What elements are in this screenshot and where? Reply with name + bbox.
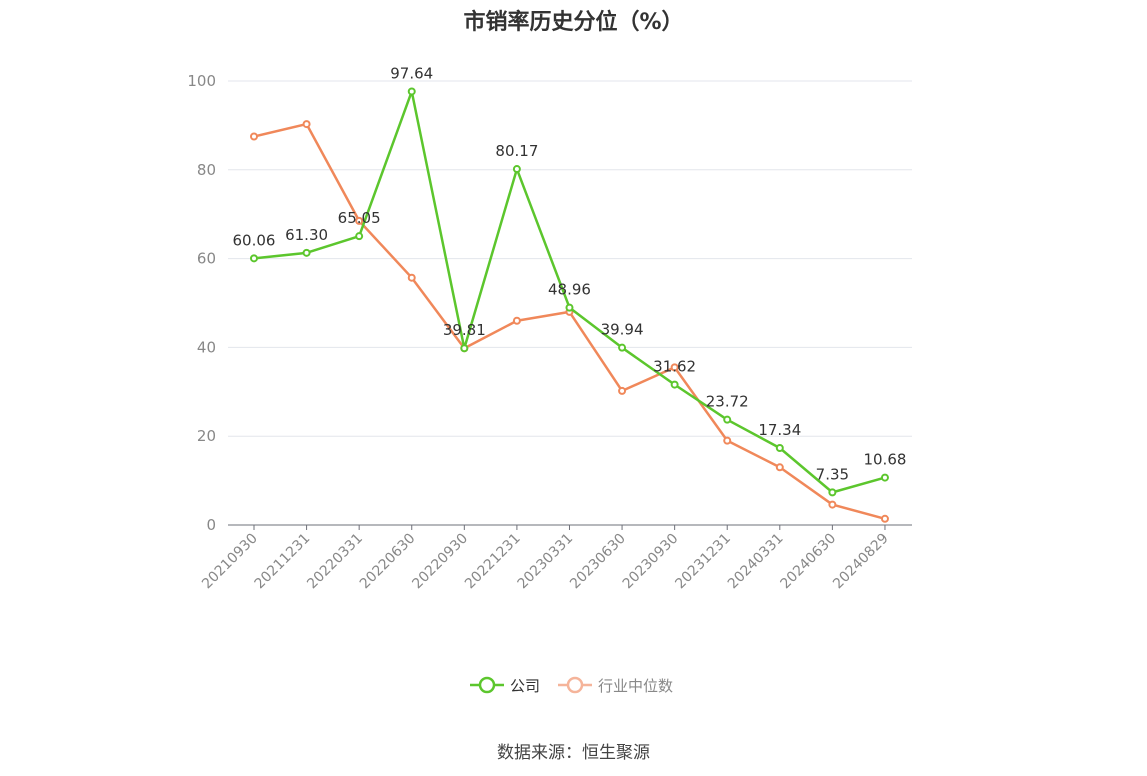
x-tick-label: 20221231 bbox=[462, 531, 524, 593]
x-tick-label: 20211231 bbox=[252, 531, 314, 593]
data-point[interactable] bbox=[250, 254, 258, 263]
data-point[interactable] bbox=[407, 87, 416, 96]
data-point[interactable] bbox=[880, 473, 889, 482]
x-tick-label: 20220331 bbox=[304, 531, 366, 593]
data-point[interactable] bbox=[460, 344, 469, 353]
legend-industry-label: 行业中位数 bbox=[598, 676, 674, 695]
chart-title: 市销率历史分位（%） bbox=[463, 10, 684, 35]
y-tick-label: 60 bbox=[197, 250, 216, 268]
series-line-1 bbox=[253, 122, 886, 520]
data-point[interactable] bbox=[775, 444, 784, 453]
data-label: 23.72 bbox=[706, 393, 749, 411]
data-point[interactable] bbox=[302, 120, 311, 129]
data-label: 97.64 bbox=[390, 64, 433, 82]
data-point[interactable] bbox=[512, 165, 521, 174]
y-tick-label: 40 bbox=[197, 338, 216, 356]
legend-item-industry-median[interactable]: 行业中位数 bbox=[558, 672, 673, 698]
data-label: 61.30 bbox=[285, 226, 328, 244]
data-point[interactable] bbox=[723, 436, 732, 445]
data-label: 39.94 bbox=[601, 321, 644, 339]
x-tick-label: 20210930 bbox=[199, 531, 261, 593]
y-tick-label: 0 bbox=[206, 516, 216, 534]
data-label: 39.81 bbox=[443, 321, 486, 339]
data-point[interactable] bbox=[828, 488, 837, 497]
data-point[interactable] bbox=[828, 500, 837, 509]
y-tick-label: 20 bbox=[197, 427, 216, 445]
axes: 0204060801002021093020211231202203312022… bbox=[187, 72, 912, 592]
data-labels: 60.06 61.30 65.05 97.64 39.81 80.17 48.96 39.94… bbox=[233, 64, 907, 483]
x-tick-label: 20240829 bbox=[830, 531, 892, 593]
data-label: 17.34 bbox=[758, 421, 801, 439]
data-label: 60.06 bbox=[233, 231, 276, 249]
data-label: 10.68 bbox=[863, 451, 906, 469]
data-point[interactable] bbox=[670, 380, 679, 389]
series-lines bbox=[250, 87, 889, 523]
legend-company-icon bbox=[470, 676, 504, 694]
x-tick-label: 20240630 bbox=[778, 531, 840, 593]
data-label: 80.17 bbox=[495, 142, 538, 160]
data-point[interactable] bbox=[355, 216, 364, 225]
data-point[interactable] bbox=[565, 303, 574, 312]
x-tick-label: 20220930 bbox=[409, 531, 471, 593]
data-point[interactable] bbox=[250, 132, 258, 141]
data-point[interactable] bbox=[670, 363, 679, 372]
data-point[interactable] bbox=[880, 514, 889, 523]
x-tick-label: 20230930 bbox=[620, 531, 682, 593]
data-point[interactable] bbox=[618, 343, 627, 352]
grid-lines bbox=[228, 80, 912, 437]
source-text: 数据来源：恒生聚源 bbox=[497, 743, 650, 763]
y-tick-label: 100 bbox=[187, 72, 216, 90]
data-label: 48.96 bbox=[548, 281, 591, 299]
legend-company-label: 公司 bbox=[510, 676, 541, 695]
data-point[interactable] bbox=[512, 316, 521, 325]
data-point[interactable] bbox=[407, 273, 416, 282]
x-tick-label: 20240331 bbox=[725, 531, 787, 593]
legend-industry-icon bbox=[558, 676, 592, 694]
data-label: 65.05 bbox=[338, 209, 381, 227]
data-point[interactable] bbox=[355, 232, 364, 241]
data-point[interactable] bbox=[302, 248, 311, 257]
data-point[interactable] bbox=[775, 463, 784, 472]
legend-item-company[interactable]: 公司 bbox=[470, 672, 540, 698]
x-tick-label: 20231231 bbox=[672, 531, 734, 593]
x-tick-label: 20230331 bbox=[515, 531, 577, 593]
data-point[interactable] bbox=[618, 386, 627, 395]
data-label: 31.62 bbox=[653, 358, 696, 376]
data-point[interactable] bbox=[723, 415, 732, 424]
y-tick-label: 80 bbox=[197, 161, 216, 179]
x-tick-label: 20230630 bbox=[567, 531, 629, 593]
data-label: 7.35 bbox=[816, 465, 849, 483]
x-tick-label: 20220630 bbox=[357, 531, 419, 593]
